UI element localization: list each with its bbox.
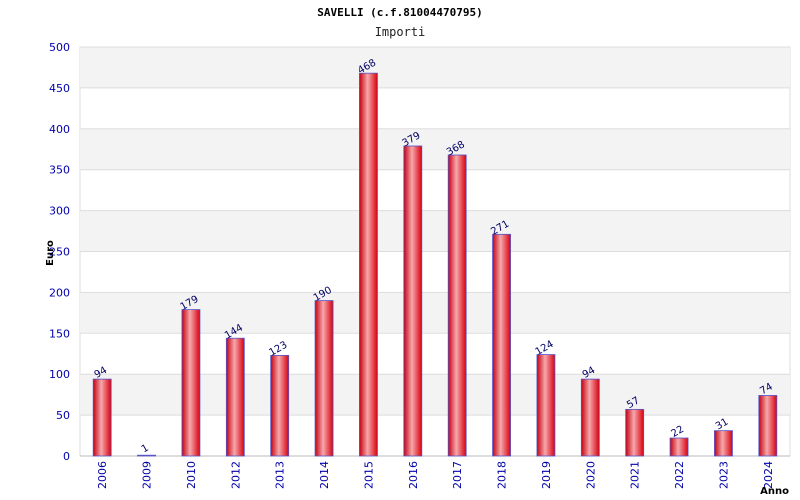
y-tick-label: 450 <box>49 82 70 95</box>
y-axis-ticks: 0 50 100 150 200 250 300 350 400 450 500 <box>49 41 70 463</box>
bar <box>403 145 423 457</box>
chart-title: SAVELLI (c.f.81004470795) <box>317 6 483 19</box>
y-tick-label: 150 <box>49 327 70 340</box>
x-tick-label: 2018 <box>496 461 509 489</box>
bar <box>225 337 245 457</box>
value-label: 1 <box>140 443 151 456</box>
x-axis-ticks: 2006 2009 2010 2012 2013 2014 2015 2016 2017 2018… <box>96 461 775 489</box>
bar <box>758 395 778 457</box>
y-tick-label: 200 <box>49 286 70 299</box>
y-tick-label: 400 <box>49 123 70 136</box>
x-tick-label: 2020 <box>584 461 597 489</box>
x-tick-label: 2023 <box>717 461 730 489</box>
value-label: 22 <box>670 424 687 440</box>
bar <box>580 378 600 457</box>
y-axis-label: Euro <box>45 240 56 266</box>
grid-band <box>80 47 790 88</box>
bar <box>359 72 378 457</box>
bar <box>536 354 556 457</box>
y-tick-label: 50 <box>56 409 70 422</box>
x-tick-label: 2017 <box>451 461 464 489</box>
x-tick-label: 2013 <box>274 461 287 489</box>
x-tick-label: 2006 <box>96 461 109 489</box>
y-tick-label: 350 <box>49 164 70 177</box>
y-tick-label: 100 <box>49 368 70 381</box>
bar <box>270 354 290 457</box>
x-tick-label: 2019 <box>540 461 553 489</box>
x-tick-label: 2012 <box>229 461 242 489</box>
bar <box>625 408 645 457</box>
bar <box>492 233 511 457</box>
x-tick-label: 2015 <box>362 461 375 489</box>
x-axis-label: Anno <box>760 486 789 497</box>
x-tick-label: 2021 <box>629 461 642 489</box>
x-tick-label: 2009 <box>141 461 154 489</box>
bar <box>447 154 467 457</box>
bar <box>92 378 112 457</box>
x-tick-label: 2016 <box>407 461 420 489</box>
bars <box>92 72 778 457</box>
bar <box>137 454 156 457</box>
bar <box>181 309 201 457</box>
value-label: 31 <box>714 417 731 433</box>
y-tick-label: 250 <box>49 246 70 259</box>
grid-band <box>80 210 790 252</box>
x-tick-label: 2022 <box>673 461 686 489</box>
bar <box>714 430 733 457</box>
bar <box>669 437 689 457</box>
y-tick-label: 500 <box>49 41 70 54</box>
x-tick-label: 2024 <box>762 461 775 489</box>
chart-subtitle: Importi <box>374 25 426 39</box>
y-tick-label: 300 <box>49 205 70 218</box>
x-tick-label: 2010 <box>185 461 198 489</box>
y-tick-label: 0 <box>63 450 70 463</box>
bar <box>314 300 334 457</box>
grid-band <box>80 128 790 170</box>
x-tick-label: 2014 <box>318 461 331 489</box>
